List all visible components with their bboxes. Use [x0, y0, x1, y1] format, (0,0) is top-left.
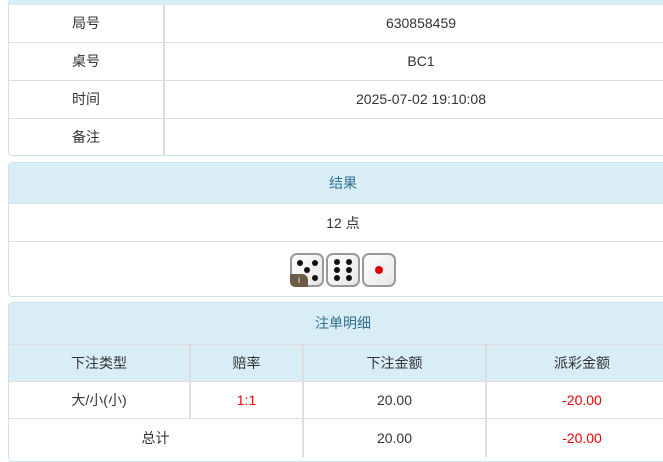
dice-6-icon: [326, 253, 360, 287]
bet-type: 大/小(小): [9, 381, 190, 419]
dice-row: i: [9, 241, 663, 296]
dice-pip: [311, 274, 318, 281]
payout: -20.00: [485, 381, 663, 419]
amount: 20.00: [302, 381, 486, 419]
bet-detail-panel: 注单明细 下注类型 赔率 下注金额 派彩金额 大/小(小) 1:1 20.00 …: [8, 302, 663, 462]
result-title: 结果: [9, 163, 663, 203]
total-row: 总计 20.00 -20.00: [9, 418, 663, 457]
info-row: 备注: [9, 117, 663, 155]
dice-pip: [304, 267, 310, 273]
total-payout: -20.00: [485, 418, 663, 457]
info-label: 时间: [9, 79, 164, 118]
dice-pip: [346, 267, 352, 273]
bet-detail-title: 注单明细: [9, 303, 663, 344]
total-label: 总计: [9, 418, 303, 457]
dice-pip: [334, 267, 340, 273]
result-points: 12 点: [9, 203, 663, 242]
dice-pip: [375, 266, 383, 274]
col-amount: 下注金额: [302, 344, 486, 382]
info-value: 630858459: [163, 5, 663, 42]
dice-5-icon: i: [290, 253, 324, 287]
info-icon[interactable]: i: [290, 274, 308, 287]
info-value: 2025-07-02 19:10:08: [163, 79, 663, 118]
col-payout: 派彩金额: [485, 344, 663, 382]
dice-pip: [334, 258, 340, 265]
info-label: 桌号: [9, 41, 164, 80]
result-panel: 结果 12 点 i: [8, 162, 663, 297]
info-row: 局号 630858459: [9, 5, 663, 42]
info-value: [163, 117, 663, 155]
dice-pip: [346, 275, 352, 282]
info-row: 时间 2025-07-02 19:10:08: [9, 79, 663, 118]
dice-pip: [334, 275, 340, 282]
odds: 1:1: [189, 381, 303, 419]
info-panel: 局号 630858459 桌号 BC1 时间 2025-07-02 19:10:08 备注: [8, 0, 663, 156]
info-label: 局号: [72, 15, 100, 32]
dice-pip: [346, 258, 352, 265]
info-value: BC1: [163, 41, 663, 80]
info-row: 桌号 BC1: [9, 41, 663, 80]
dice-pip: [311, 259, 318, 266]
dice-1-icon: [362, 253, 396, 287]
dice-pip: [296, 259, 303, 266]
col-odds: 赔率: [189, 344, 303, 382]
total-amount: 20.00: [302, 418, 486, 457]
info-label: 备注: [9, 117, 164, 155]
table-row: 大/小(小) 1:1 20.00 -20.00: [9, 381, 663, 419]
col-bet-type: 下注类型: [9, 344, 190, 382]
